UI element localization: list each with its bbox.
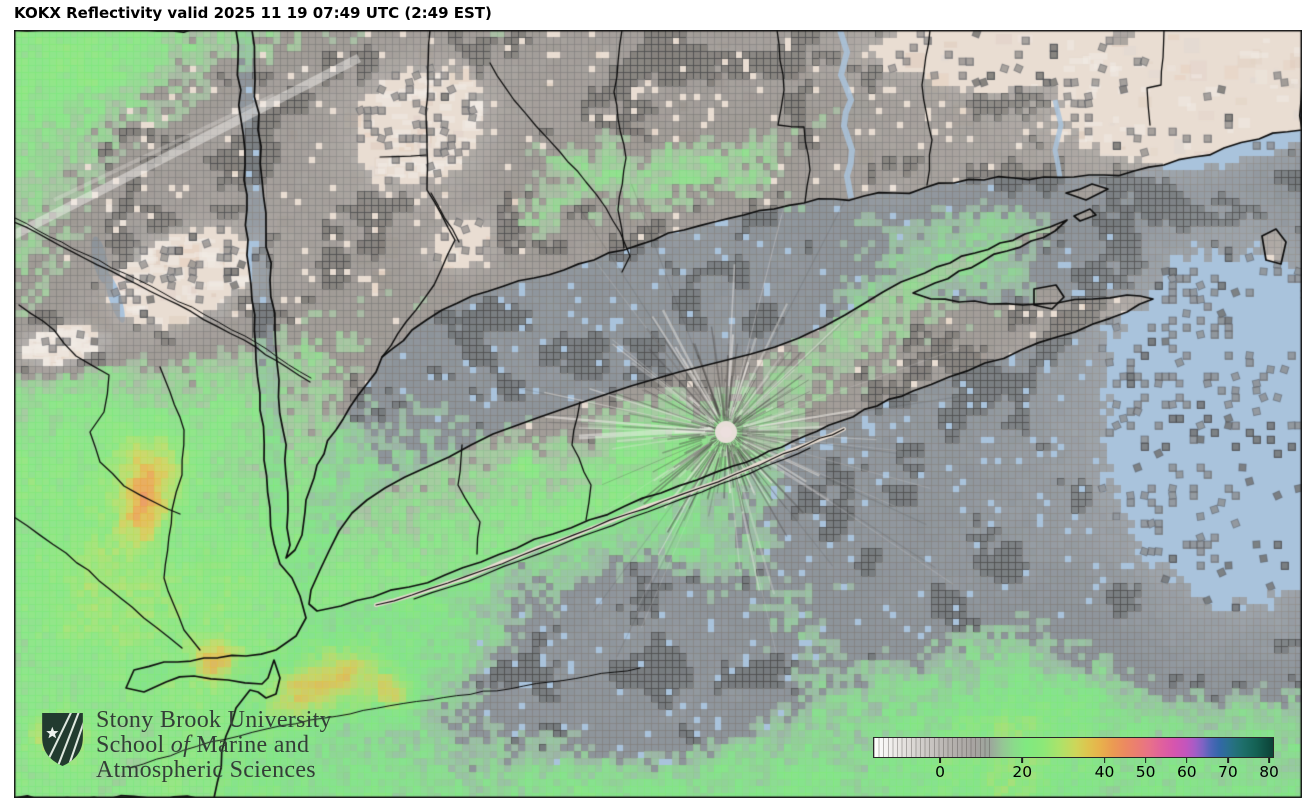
radar-map-canvas [14,30,1302,798]
colorbar-tick-label: 20 [1012,763,1033,781]
page-title: KOKX Reflectivity valid 2025 11 19 07:49… [14,4,492,22]
colorbar-tick: 0 [935,758,945,781]
colorbar-tick: 20 [1012,758,1032,781]
colorbar-tick: 40 [1094,758,1115,781]
colorbar-tick-label: 40 [1094,763,1115,781]
colorbar-gradient [873,737,1274,758]
colorbar-tick-label: 0 [935,763,945,781]
colorbar-tick-label: 70 [1218,763,1238,781]
colorbar-tick-label: 60 [1176,763,1197,781]
colorbar-tick: 80 [1259,758,1279,781]
colorbar-tick: 60 [1177,758,1197,781]
colorbar-tick: 70 [1218,758,1238,781]
colorbar-tick-label: 80 [1259,763,1279,781]
radar-map: Stony Brook University School of Marine … [14,30,1302,798]
colorbar-tick-label: 50 [1135,763,1156,781]
colorbar: 0 20 40 50 60 70 80 [873,737,1279,801]
colorbar-segment-lines [874,738,990,757]
colorbar-tick: 50 [1136,758,1156,781]
